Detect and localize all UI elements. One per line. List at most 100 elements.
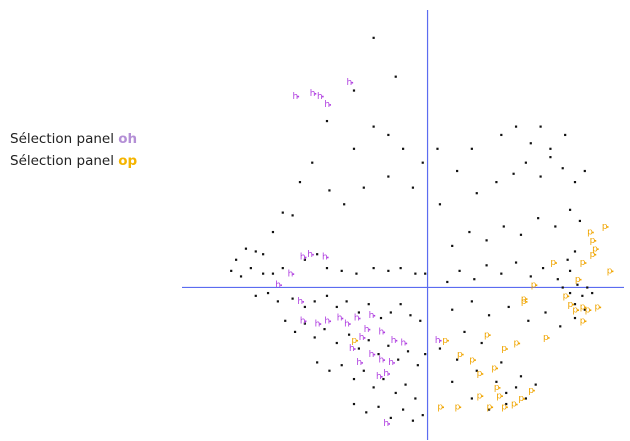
data-point-oh: h: [435, 336, 441, 346]
data-point-op: p: [568, 300, 574, 310]
data-point: [325, 267, 329, 270]
data-point: [424, 272, 427, 275]
data-point-dot: [373, 314, 376, 317]
data-point-op: p: [580, 303, 586, 313]
data-point: [475, 369, 478, 372]
data-point: [409, 314, 412, 317]
data-point: [402, 408, 405, 411]
data-point: [316, 361, 319, 364]
data-point: [387, 175, 390, 178]
data-point-oh: h: [349, 344, 355, 354]
data-point: [485, 264, 488, 267]
data-point: [281, 211, 284, 214]
data-point: [485, 239, 488, 242]
data-point: [362, 186, 365, 189]
data-point: [367, 339, 370, 342]
data-point-dot: [395, 339, 398, 342]
data-point-op: p: [592, 244, 598, 254]
data-point: [389, 311, 392, 314]
data-point-dot: [516, 403, 518, 406]
data-point: [544, 311, 547, 314]
data-point-oh: h: [383, 419, 389, 429]
data-point-dot: [447, 339, 449, 342]
data-point: [394, 391, 397, 395]
legend-label-oh: Sélection panel: [10, 131, 119, 147]
data-point-dot: [533, 389, 535, 392]
data-point-dot: [388, 373, 390, 375]
data-point: [367, 303, 370, 306]
data-point-dot: [380, 375, 383, 378]
data-point-dot: [322, 95, 324, 98]
data-point-op: p: [580, 316, 586, 326]
data-point-op: p: [528, 386, 534, 396]
data-point: [578, 219, 581, 223]
data-point-oh: h: [300, 253, 306, 263]
data-point: [456, 169, 459, 173]
data-point-dot: [349, 323, 351, 325]
data-point: [586, 286, 589, 289]
data-point: [568, 208, 572, 211]
data-point-op: p: [521, 297, 527, 307]
data-point: [254, 294, 257, 297]
data-point: [549, 156, 552, 159]
data-point: [313, 300, 316, 303]
data-point: [583, 169, 586, 173]
data-point: [446, 280, 449, 284]
data-point: [524, 397, 527, 400]
data-point: [303, 322, 306, 325]
data-point-op: p: [585, 305, 591, 315]
data-point-oh: h: [369, 311, 375, 321]
data-point: [419, 319, 422, 322]
data-point: [414, 272, 417, 275]
data-point-dot: [474, 359, 476, 361]
data-point-dot: [326, 256, 329, 259]
data-point: [281, 267, 284, 270]
data-point-dot: [383, 331, 386, 334]
data-point: [316, 253, 319, 256]
data-point-oh: h: [401, 339, 407, 349]
data-point-dot: [280, 284, 282, 287]
data-point: [340, 364, 343, 367]
data-point-op: p: [484, 330, 490, 340]
data-point: [389, 416, 392, 420]
data-point: [416, 364, 419, 367]
data-point: [271, 230, 275, 234]
data-point: [379, 316, 383, 320]
data-point: [284, 319, 287, 322]
data-point-oh: h: [275, 280, 281, 290]
data-point: [438, 203, 442, 206]
legend-item-op: Sélection panel op: [10, 150, 137, 172]
data-point-dot: [584, 262, 587, 264]
data-point-dot: [572, 303, 575, 306]
data-point: [500, 361, 503, 364]
data-point: [470, 397, 473, 400]
data-point: [406, 350, 410, 353]
data-point: [402, 147, 405, 150]
data-point-dot: [599, 306, 602, 309]
data-point-op: p: [543, 333, 549, 343]
data-point: [372, 36, 375, 39]
data-point-dot: [292, 273, 295, 275]
data-point: [573, 250, 577, 253]
data-point: [559, 325, 562, 328]
data-point: [387, 269, 390, 272]
data-point: [568, 269, 572, 272]
data-point-oh: h: [391, 336, 397, 346]
data-point-oh: h: [337, 314, 343, 324]
data-point: [311, 161, 314, 164]
data-point-op: p: [521, 294, 527, 304]
data-point: [480, 341, 483, 345]
data-point: [541, 267, 545, 270]
data-point: [266, 291, 270, 295]
data-point: [352, 147, 356, 150]
data-point-dot: [361, 362, 363, 364]
data-point: [539, 175, 542, 178]
data-point-dot: [594, 240, 597, 242]
data-point-op: p: [572, 305, 578, 315]
data-point-oh: h: [383, 369, 389, 379]
data-point: [436, 147, 439, 150]
data-point: [581, 294, 584, 297]
data-point-dot: [312, 253, 314, 256]
data-point: [473, 278, 476, 281]
data-point-op: p: [531, 280, 537, 290]
